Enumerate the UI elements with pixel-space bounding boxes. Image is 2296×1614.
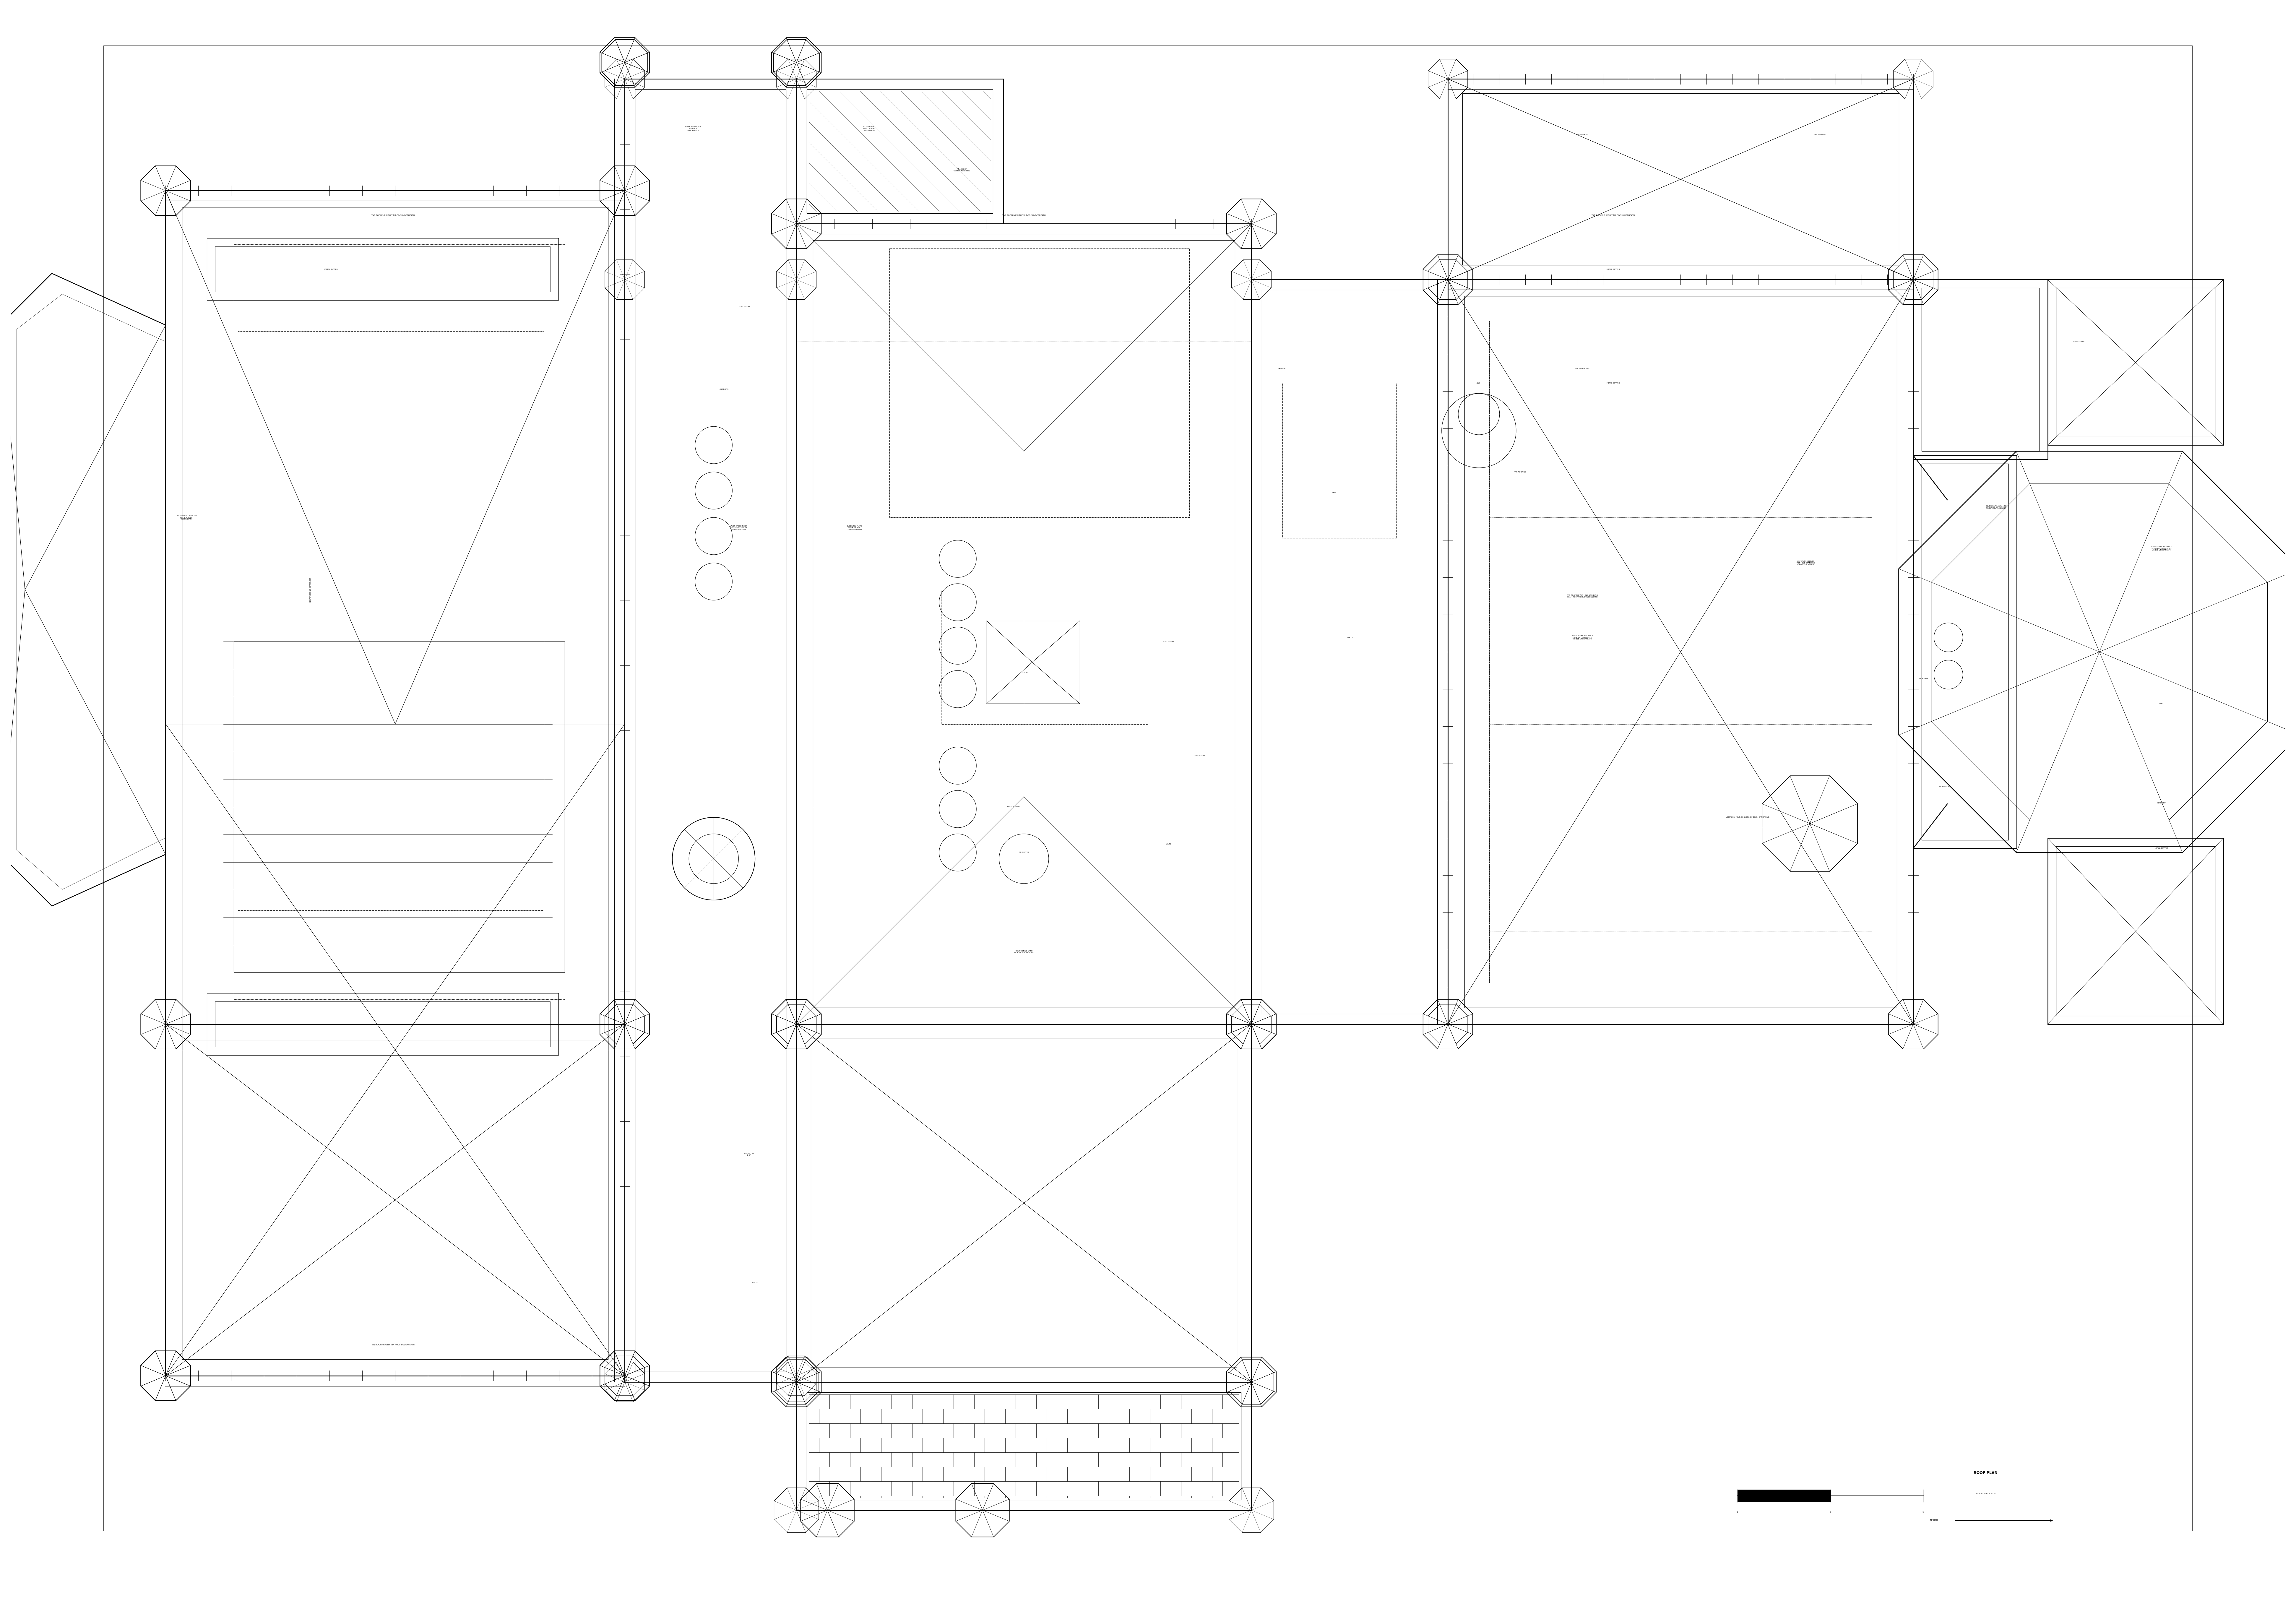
- Text: NORTH: NORTH: [1931, 1519, 1938, 1522]
- Text: LAYER WOOD ROOF
GABLES ON TOP OF
METAL ROOFING: LAYER WOOD ROOF GABLES ON TOP OF METAL R…: [730, 525, 746, 531]
- Text: ASPHALT SHINGLES
WITH OLD STANDING
SEAM ROOF VISIBLE: ASPHALT SHINGLES WITH OLD STANDING SEAM …: [1795, 560, 1814, 565]
- Text: TAR ROOFING WITH TIN ROOF UNDERNEATH: TAR ROOFING WITH TIN ROOF UNDERNEATH: [1591, 215, 1635, 216]
- Text: SLATE ROOF
BELT ON TOP
UNDERNEATH: SLATE ROOF BELT ON TOP UNDERNEATH: [863, 126, 875, 131]
- Text: SCALE: 1/8" = 1'-0": SCALE: 1/8" = 1'-0": [1975, 1493, 1995, 1495]
- Text: TAR ROOFING WITH
TIN ROOF UNDERNEATH: TAR ROOFING WITH TIN ROOF UNDERNEATH: [1013, 951, 1035, 954]
- Text: TAR ROOFING WITH OLE
STANDING SEAM ROOF
VISIBLE UNDERNEATH: TAR ROOFING WITH OLE STANDING SEAM ROOF …: [1573, 634, 1593, 639]
- Text: OLDER TIN PLATE
ROOF ON TOP
(1866 ADDITION): OLDER TIN PLATE ROOF ON TOP (1866 ADDITI…: [847, 525, 861, 531]
- Text: TAR ROOFING WITH OLD
STANDING SEAM ROOF
VISIBLE UNDERNEATH: TAR ROOFING WITH OLD STANDING SEAM ROOF …: [1986, 505, 2007, 510]
- Polygon shape: [1738, 1490, 1830, 1503]
- Text: TIN ROOFING WITH TIN ROOF UNDERNEATH: TIN ROOFING WITH TIN ROOF UNDERNEATH: [372, 1344, 416, 1346]
- Text: TAR ROOFING WITH OLD
STANDING SEAM ROOF
VISIBLE UNDERNEATH: TAR ROOFING WITH OLD STANDING SEAM ROOF …: [2151, 546, 2172, 550]
- Text: TIN SHEETS
1'-5": TIN SHEETS 1'-5": [744, 1152, 753, 1156]
- Text: TAR ROOFING WITH TIN ROOF UNDERNEATH: TAR ROOFING WITH TIN ROOF UNDERNEATH: [372, 215, 416, 216]
- Text: ROOF PLAN: ROOF PLAN: [1975, 1470, 1998, 1475]
- Text: TAR ROOFING WITH TIN ROOF UNDERNEATH: TAR ROOFING WITH TIN ROOF UNDERNEATH: [1003, 215, 1045, 216]
- Text: SLATE ROOF WITH
TIN ROOF
UNDERNEATH: SLATE ROOF WITH TIN ROOF UNDERNEATH: [684, 126, 700, 131]
- Text: TAR ROOFING WITH TIN
ROOF VISIBLE
UNDERNEATH: TAR ROOFING WITH TIN ROOF VISIBLE UNDERN…: [177, 515, 197, 520]
- Text: TAR ROOFING WITH OLE STANDING
SEAM ROOF VISIBLE UNDERNEATH: TAR ROOFING WITH OLE STANDING SEAM ROOF …: [1566, 594, 1598, 597]
- Text: TRACES OF
COPPER FLASHING: TRACES OF COPPER FLASHING: [953, 168, 971, 171]
